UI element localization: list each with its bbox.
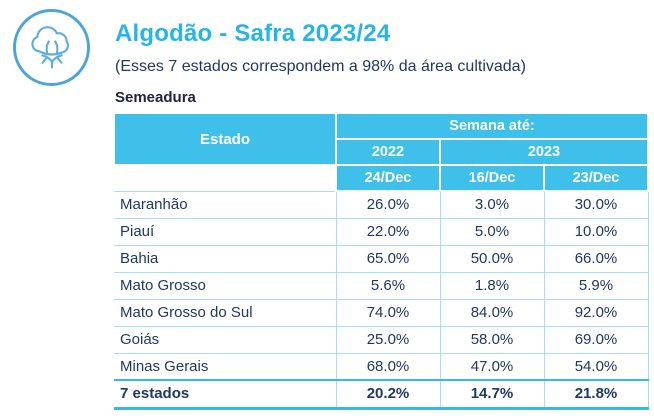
page-subtitle: (Esses 7 estados correspondem a 98% da á… — [115, 58, 526, 75]
table-row-mato-grosso: Mato Grosso 5.6% 1.8% 5.9% — [114, 271, 649, 300]
value-cell: 74.0% — [335, 298, 441, 327]
value-cell: 5.9% — [543, 271, 649, 300]
table-row-piaui: Piauí 22.0% 5.0% 10.0% — [114, 217, 649, 246]
value-cell: 22.0% — [335, 217, 441, 246]
value-cell: 92.0% — [543, 298, 649, 327]
column-header-2022: 2022 — [335, 138, 441, 166]
semeadura-table: Estado Semana até: 2022 2023 24/Dec 16/D… — [113, 112, 649, 410]
estado-cell: Bahia — [114, 244, 337, 273]
table-row-minas-gerais: Minas Gerais 68.0% 47.0% 54.0% — [114, 352, 649, 381]
value-cell: 50.0% — [439, 244, 545, 273]
blank-cell — [114, 165, 336, 191]
value-cell: 65.0% — [335, 244, 441, 273]
estado-cell: Minas Gerais — [114, 352, 337, 381]
table-row-bahia: Bahia 65.0% 50.0% 66.0% — [114, 244, 649, 273]
column-header-date-24dec: 24/Dec — [335, 164, 441, 192]
column-header-2023: 2023 — [439, 138, 649, 166]
value-cell: 68.0% — [335, 352, 441, 381]
total-label-cell: 7 estados — [114, 379, 337, 410]
value-cell: 58.0% — [439, 325, 545, 354]
value-cell: 25.0% — [335, 325, 441, 354]
value-cell: 54.0% — [543, 352, 649, 381]
value-cell: 1.8% — [439, 271, 545, 300]
estado-cell: Maranhão — [114, 190, 337, 219]
cotton-flower-icon — [30, 25, 69, 69]
value-cell: 69.0% — [543, 325, 649, 354]
table-row-goias: Goiás 25.0% 58.0% 69.0% — [114, 325, 649, 354]
value-cell: 3.0% — [439, 190, 545, 219]
column-header-date-16dec: 16/Dec — [439, 164, 545, 192]
total-value-cell: 21.8% — [543, 379, 649, 410]
value-cell: 47.0% — [439, 352, 545, 381]
value-cell: 30.0% — [543, 190, 649, 219]
value-cell: 84.0% — [439, 298, 545, 327]
estado-cell: Mato Grosso — [114, 271, 337, 300]
table-row-maranhao: Maranhão 26.0% 3.0% 30.0% — [114, 190, 649, 219]
total-value-cell: 20.2% — [335, 379, 441, 410]
value-cell: 10.0% — [543, 217, 649, 246]
total-value-cell: 14.7% — [439, 379, 545, 410]
column-header-estado: Estado — [113, 112, 337, 166]
column-header-date-23dec: 23/Dec — [543, 164, 649, 192]
table-row-total: 7 estados 20.2% 14.7% 21.8% — [114, 379, 649, 410]
value-cell: 26.0% — [335, 190, 441, 219]
estado-cell: Piauí — [114, 217, 337, 246]
section-label-semeadura: Semeadura — [115, 89, 196, 106]
header-row-years: 2022 2023 — [114, 138, 649, 166]
cotton-logo — [13, 9, 90, 86]
page-title: Algodão - Safra 2023/24 — [115, 20, 391, 47]
value-cell: 5.6% — [335, 271, 441, 300]
estado-cell: Mato Grosso do Sul — [114, 298, 337, 327]
estado-cell: Goiás — [114, 325, 337, 354]
header-row-dates: 24/Dec 16/Dec 23/Dec — [114, 164, 649, 192]
column-header-semana-ate: Semana até: — [335, 112, 649, 140]
value-cell: 66.0% — [543, 244, 649, 273]
table-row-mato-grosso-do-sul: Mato Grosso do Sul 74.0% 84.0% 92.0% — [114, 298, 649, 327]
header-row-semana: Estado Semana até: — [113, 112, 649, 166]
value-cell: 5.0% — [439, 217, 545, 246]
